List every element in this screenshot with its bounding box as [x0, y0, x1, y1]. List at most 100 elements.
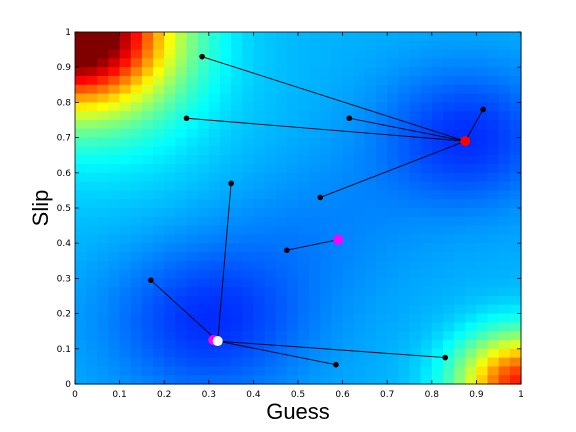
heatmap-cell — [86, 181, 98, 191]
heatmap-cell — [97, 331, 110, 341]
heatmap-cell — [376, 269, 388, 279]
heatmap-cell — [331, 190, 344, 200]
heatmap-cell — [431, 155, 444, 165]
heatmap-cell — [487, 49, 500, 59]
heatmap-cell — [141, 357, 154, 367]
heatmap-cell — [119, 172, 132, 183]
heatmap-cell — [364, 199, 377, 209]
heatmap-cell — [331, 348, 344, 359]
heatmap-cell — [420, 40, 433, 51]
heatmap-cell — [231, 93, 243, 103]
heatmap-cell — [264, 287, 277, 297]
heatmap-cell — [130, 296, 143, 306]
heatmap-cell — [498, 278, 511, 288]
heatmap-cell — [286, 137, 299, 147]
heatmap-cell — [119, 146, 132, 156]
heatmap-cell — [197, 67, 210, 77]
heatmap-cell — [476, 278, 489, 288]
heatmap-cell — [130, 348, 143, 359]
heatmap-cell — [286, 102, 299, 112]
heatmap-cell — [119, 49, 132, 59]
heatmap-cell — [208, 146, 221, 156]
heatmap-cell — [97, 120, 110, 130]
heatmap-cell — [197, 278, 210, 288]
heatmap-cell — [442, 269, 455, 279]
heatmap-cell — [86, 93, 98, 103]
heatmap-cell — [130, 225, 143, 235]
x-axis-label: Guess — [266, 399, 330, 424]
heatmap-cell — [309, 216, 321, 227]
heatmap-cell — [298, 234, 310, 244]
heatmap-cell — [275, 40, 288, 51]
heatmap-cell — [487, 120, 500, 130]
heatmap-cell — [197, 366, 210, 376]
heatmap-cell — [153, 357, 165, 367]
heatmap-cell — [153, 260, 165, 271]
heatmap-cell — [219, 137, 232, 147]
heatmap-cell — [431, 225, 444, 235]
heatmap-cell — [442, 146, 455, 156]
heatmap-cell — [398, 67, 411, 77]
heatmap-cell — [219, 128, 232, 139]
heatmap-cell — [86, 357, 98, 367]
heatmap-cell — [242, 76, 254, 86]
heatmap-cell — [97, 146, 110, 156]
heatmap-cell — [86, 67, 98, 77]
heatmap-cell — [153, 120, 165, 130]
heatmap-cell — [253, 67, 266, 77]
heatmap-cell — [376, 164, 388, 174]
heatmap-cell — [364, 208, 377, 218]
heatmap-cell — [331, 208, 344, 218]
heatmap-cell — [387, 172, 399, 183]
heatmap-cell — [409, 260, 422, 271]
heatmap-cell — [431, 313, 444, 323]
heatmap-cell — [454, 84, 466, 95]
heatmap-cell — [487, 190, 500, 200]
heatmap-cell — [309, 375, 321, 385]
heatmap-cell — [275, 128, 288, 139]
heatmap-cell — [130, 322, 143, 332]
heatmap-cell — [454, 313, 466, 323]
heatmap-cell — [264, 190, 277, 200]
heatmap-cell — [309, 252, 321, 262]
heatmap-cell — [376, 260, 388, 271]
heatmap-cell — [342, 67, 355, 77]
heatmap-cell — [509, 84, 522, 95]
heatmap-cell — [298, 278, 310, 288]
heatmap-cell — [275, 313, 288, 323]
heatmap-cell — [320, 313, 333, 323]
heatmap-cell — [186, 67, 199, 77]
heatmap-cell — [164, 111, 176, 121]
heatmap-cell — [364, 120, 377, 130]
heatmap-cell — [309, 357, 321, 367]
heatmap-cell — [398, 120, 411, 130]
y-axis-ticks: 00.10.20.30.40.50.60.70.80.91 — [57, 28, 521, 390]
heatmap-cell — [130, 287, 143, 297]
heatmap-cell — [153, 76, 165, 86]
heatmap-cell — [465, 76, 477, 86]
heatmap-cell — [208, 76, 221, 86]
heatmap-cell — [387, 111, 399, 121]
heatmap-cell — [119, 340, 132, 350]
heatmap-cell — [420, 199, 433, 209]
heatmap-cell — [331, 84, 344, 95]
link-line — [286, 239, 339, 251]
heatmap-cell — [141, 164, 154, 174]
heatmap-cell — [298, 111, 310, 121]
heatmap-cell — [487, 199, 500, 209]
heatmap-cell — [465, 304, 477, 315]
heatmap-cell — [376, 58, 388, 68]
heatmap-cell — [208, 128, 221, 139]
heatmap-cell — [75, 111, 87, 121]
heatmap-cell — [164, 181, 176, 191]
heatmap-cell — [164, 84, 176, 95]
heatmap-cell — [153, 208, 165, 218]
heatmap-cell — [242, 190, 254, 200]
heatmap-cell — [342, 252, 355, 262]
heatmap-cell — [242, 340, 254, 350]
heatmap-cell — [376, 296, 388, 306]
heatmap-cell — [119, 181, 132, 191]
heatmap-cell — [208, 120, 221, 130]
heatmap-cell — [454, 260, 466, 271]
heatmap-cell — [454, 304, 466, 315]
